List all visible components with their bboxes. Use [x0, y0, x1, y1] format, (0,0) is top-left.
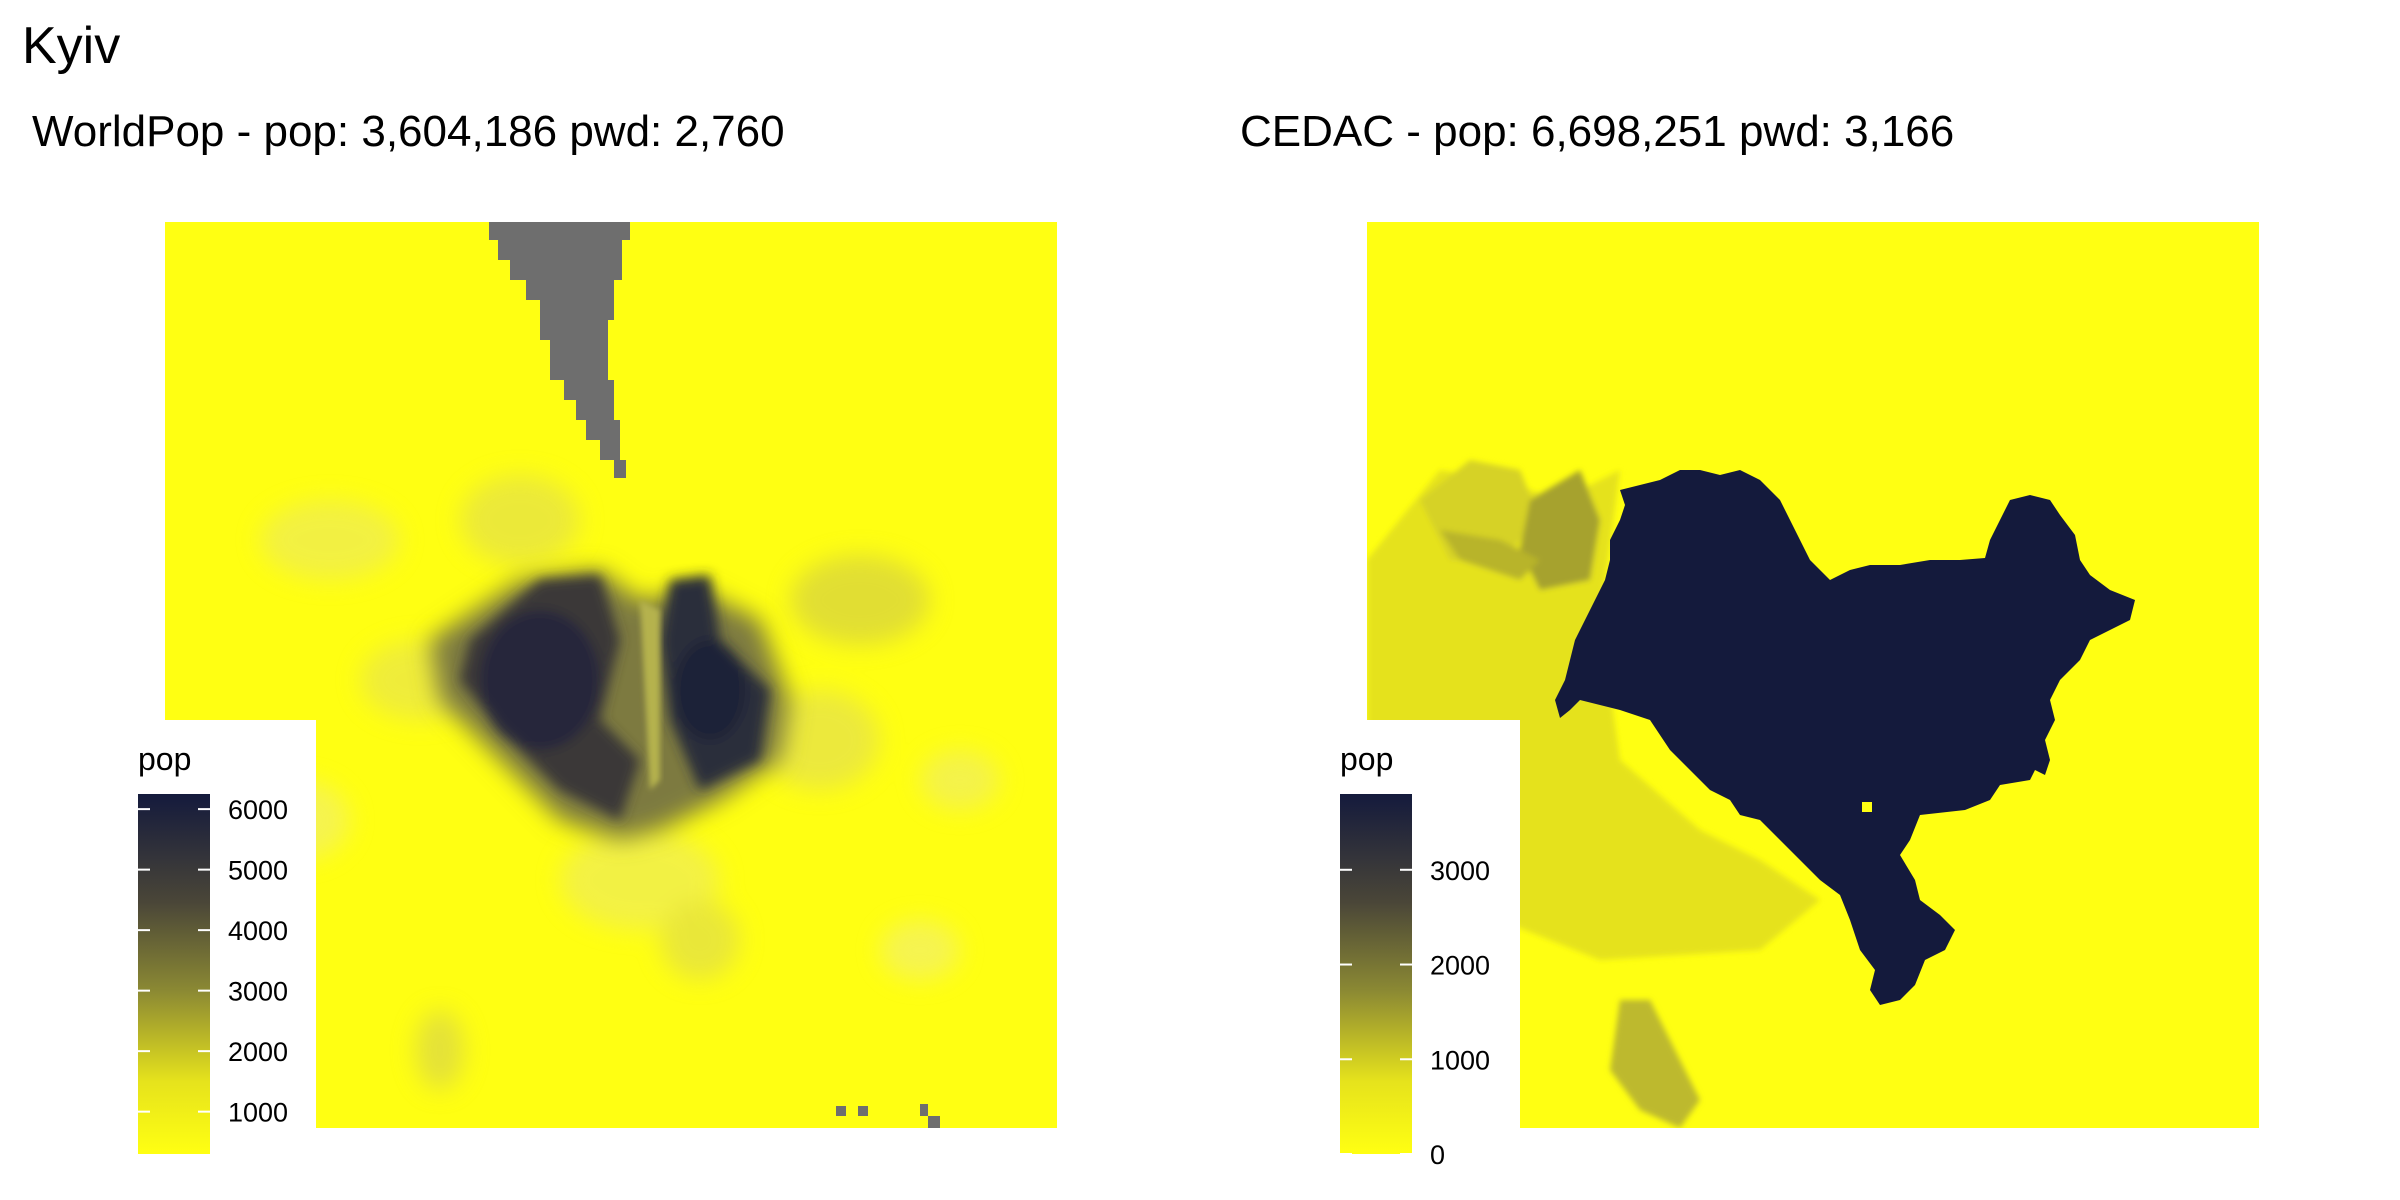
worldpop-no-data-pixel [858, 1106, 868, 1116]
cedac-legend-ticks: 0 1000 2000 3000 [1340, 856, 1490, 1170]
cedac-legend: pop 0 1000 2000 3000 [1320, 720, 1520, 1170]
legend-tick-label: 2000 [228, 1037, 288, 1067]
worldpop-no-data-pixel [836, 1106, 846, 1116]
legend-tick-label: 3000 [1430, 856, 1490, 886]
legend-tick-label: 3000 [228, 977, 288, 1007]
worldpop-colorbar [138, 794, 210, 1154]
cedac-panel-title: CEDAC - pop: 6,698,251 pwd: 3,166 [1240, 107, 1955, 156]
legend-tick-label: 2000 [1430, 951, 1490, 981]
worldpop-city-core [460, 575, 770, 820]
page-title: Kyiv [22, 17, 121, 75]
cedac-legend-title: pop [1340, 741, 1393, 777]
legend-tick-label: 1000 [1430, 1045, 1490, 1075]
worldpop-panel-title: WorldPop - pop: 3,604,186 pwd: 2,760 [32, 107, 785, 156]
cedac-urban-area [1555, 470, 2135, 1005]
legend-tick-label: 6000 [228, 795, 288, 825]
worldpop-no-data-pixel [920, 1104, 928, 1116]
legend-tick-label: 1000 [228, 1098, 288, 1128]
legend-tick-label: 5000 [228, 856, 288, 886]
worldpop-no-data-pixel [928, 1116, 940, 1128]
legend-tick-label: 4000 [228, 916, 288, 946]
cedac-colorbar [1340, 794, 1412, 1154]
worldpop-legend: pop 1000 2000 3000 4000 5000 6000 [116, 720, 316, 1160]
worldpop-suburbs [250, 475, 1000, 1090]
worldpop-legend-ticks: 1000 2000 3000 4000 5000 6000 [138, 795, 288, 1128]
worldpop-river-gap [640, 600, 660, 790]
cedac-hole-pixel [1862, 802, 1872, 812]
legend-tick-label: 0 [1430, 1140, 1445, 1170]
worldpop-no-data-area [489, 222, 630, 478]
worldpop-legend-title: pop [138, 741, 191, 777]
